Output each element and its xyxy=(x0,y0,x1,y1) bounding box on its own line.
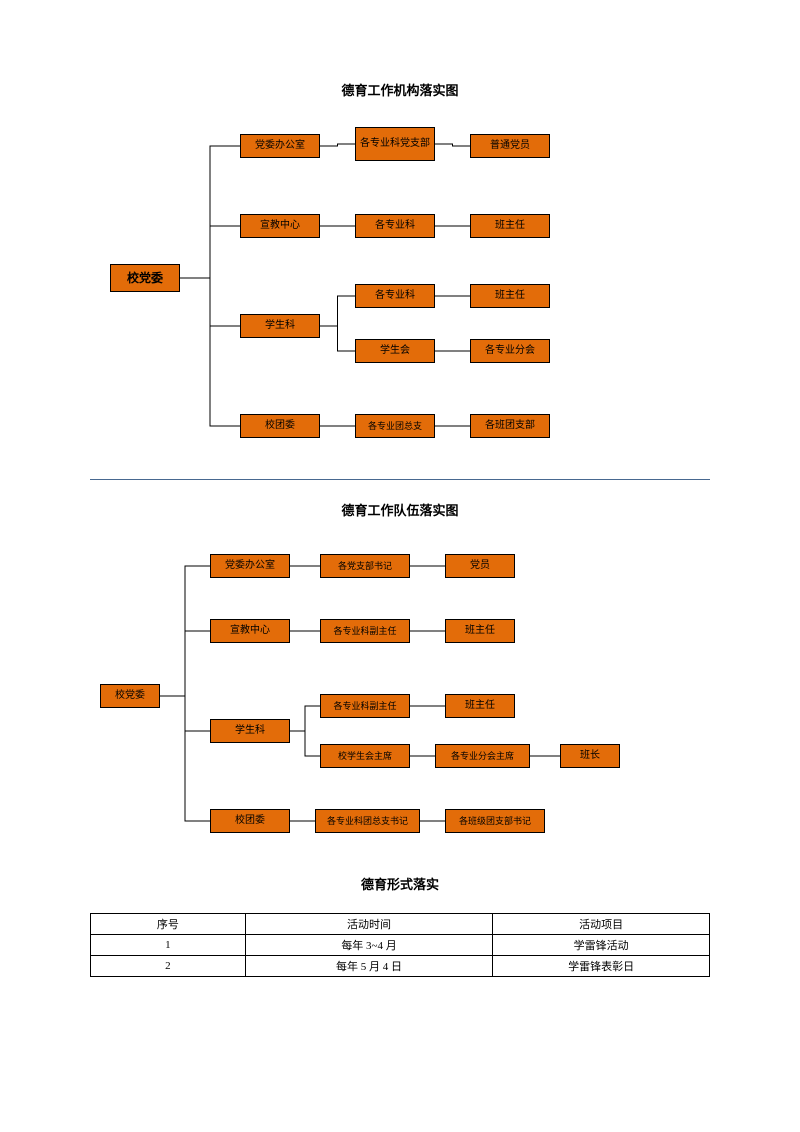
node-d3: 各班级团支部书记 xyxy=(445,809,545,833)
table-row: 2每年 5 月 4 日学雷锋表彰日 xyxy=(91,956,710,977)
node-a1: 党委办公室 xyxy=(240,134,320,158)
table-header-cell: 序号 xyxy=(91,914,246,935)
org-chart-2: 校党委党委办公室各党支部书记党员宣教中心各专业科副主任班主任学生科各专业科副主任… xyxy=(90,539,710,849)
table-header-row: 序号活动时间活动项目 xyxy=(91,914,710,935)
node-d3: 各班团支部 xyxy=(470,414,550,438)
node-root: 校党委 xyxy=(110,264,180,292)
node-d2: 各专业团总支 xyxy=(355,414,435,438)
node-c3: 班主任 xyxy=(470,284,550,308)
node-a2: 各党支部书记 xyxy=(320,554,410,578)
node-b2: 各专业科 xyxy=(355,214,435,238)
node-d2: 各专业科团总支书记 xyxy=(315,809,420,833)
chart1-title: 德育工作机构落实图 xyxy=(90,80,710,99)
table-header-cell: 活动时间 xyxy=(245,914,493,935)
section-divider xyxy=(90,479,710,480)
node-b3: 班主任 xyxy=(445,619,515,643)
node-root: 校党委 xyxy=(100,684,160,708)
table-cell: 学雷锋表彰日 xyxy=(493,956,710,977)
org-chart-1: 校党委党委办公室各专业科党支部普通党员宣教中心各专业科班主任学生科各专业科班主任… xyxy=(90,119,690,459)
node-a1: 党委办公室 xyxy=(210,554,290,578)
table-title: 德育形式落实 xyxy=(90,874,710,893)
node-c4: 校学生会主席 xyxy=(320,744,410,768)
table-header-cell: 活动项目 xyxy=(493,914,710,935)
node-a3: 党员 xyxy=(445,554,515,578)
node-b2: 各专业科副主任 xyxy=(320,619,410,643)
node-c3: 班主任 xyxy=(445,694,515,718)
table-cell: 2 xyxy=(91,956,246,977)
activity-table: 序号活动时间活动项目1每年 3~4 月学雷锋活动2每年 5 月 4 日学雷锋表彰… xyxy=(90,913,710,977)
node-c5: 各专业分会主席 xyxy=(435,744,530,768)
chart2-title: 德育工作队伍落实图 xyxy=(90,500,710,519)
table-cell: 学雷锋活动 xyxy=(493,935,710,956)
node-c4: 学生会 xyxy=(355,339,435,363)
table-cell: 1 xyxy=(91,935,246,956)
node-d1: 校团委 xyxy=(210,809,290,833)
node-a2: 各专业科党支部 xyxy=(355,127,435,161)
node-b1: 宣教中心 xyxy=(240,214,320,238)
node-c1: 学生科 xyxy=(240,314,320,338)
node-b3: 班主任 xyxy=(470,214,550,238)
node-d1: 校团委 xyxy=(240,414,320,438)
node-c2: 各专业科副主任 xyxy=(320,694,410,718)
table-cell: 每年 5 月 4 日 xyxy=(245,956,493,977)
table-row: 1每年 3~4 月学雷锋活动 xyxy=(91,935,710,956)
node-c2: 各专业科 xyxy=(355,284,435,308)
node-a3: 普通党员 xyxy=(470,134,550,158)
table-cell: 每年 3~4 月 xyxy=(245,935,493,956)
node-c1: 学生科 xyxy=(210,719,290,743)
node-c5: 各专业分会 xyxy=(470,339,550,363)
node-b1: 宣教中心 xyxy=(210,619,290,643)
node-c6: 班长 xyxy=(560,744,620,768)
